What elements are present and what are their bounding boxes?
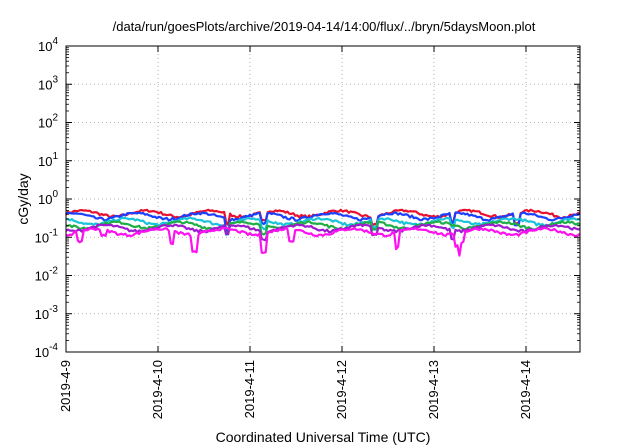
x-tick-label: 2019-4-9 [58,360,73,412]
x-tick-label: 2019-4-13 [426,360,441,419]
y-tick-label: 102 [38,113,58,131]
y-tick-label: 103 [38,74,58,92]
x-axis-title: Coordinated Universal Time (UTC) [216,429,431,445]
y-tick-label: 100 [38,189,58,207]
y-axis-title: cGy/day [15,173,31,224]
series-line [65,211,581,233]
y-tick-label: 101 [38,151,58,169]
y-tick-label: 10-2 [35,266,59,284]
series-line [65,226,581,257]
x-tick-label: 2019-4-12 [334,360,349,419]
y-tick-label: 10-3 [35,304,59,322]
y-tick-label: 10-1 [35,227,59,245]
x-tick-label: 2019-4-14 [518,360,533,419]
series-line [66,220,581,236]
grid [66,46,580,352]
y-axis: 10-4 10-3 10-2 10-1 100 101 102 103 104 [35,36,580,360]
x-tick-label: 2019-4-10 [150,360,165,419]
series-layer [65,208,581,257]
y-tick-label: 10-4 [35,342,59,360]
x-tick-label: 2019-4-11 [242,360,257,418]
chart-title: /data/run/goesPlots/archive/2019-04-14/1… [113,19,536,34]
x-axis: 2019-4-9 2019-4-10 2019-4-11 2019-4-12 2019-… [58,46,533,419]
y-tick-label: 104 [38,36,58,54]
